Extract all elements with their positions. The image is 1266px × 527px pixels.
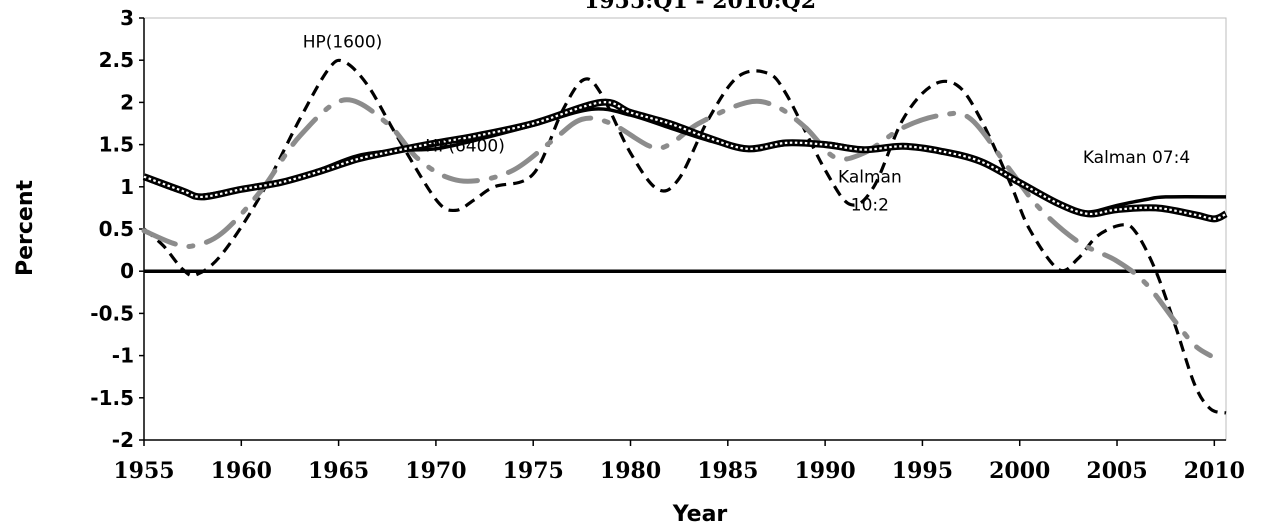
x-tick-label: 2005	[1086, 458, 1147, 484]
annotation-label: Kalman 07:4	[1083, 148, 1190, 168]
x-tick-label: 1975	[503, 458, 564, 484]
x-tick-label: 1995	[892, 458, 953, 484]
y-tick-label: -1.5	[90, 386, 134, 410]
x-tick-label: 1955	[113, 458, 174, 484]
series-line-hp-6400	[141, 97, 1213, 359]
y-tick-label: 3	[120, 6, 134, 30]
y-tick-label: 0.5	[99, 217, 134, 241]
series-line-kalman-07-4	[143, 107, 1227, 214]
plot-area: 3 2.5 2 1.5 1 0.5 0 -0.5 -1 -1.5 -2 1955 1960 1965 197…	[90, 6, 1245, 484]
annotation-label: HP(6400)	[425, 136, 505, 156]
y-tick-label: 2.5	[99, 48, 134, 72]
y-tick-label: 2	[120, 90, 134, 114]
x-tick-label: 1965	[308, 458, 369, 484]
y-tick-label: -2	[112, 428, 134, 452]
x-tick-label: 2010	[1184, 458, 1245, 484]
y-tick-label: 1.5	[99, 133, 134, 157]
y-axis-title: Percent	[13, 180, 38, 277]
y-tick-label: 0	[120, 259, 134, 283]
x-tick-label: 2000	[989, 458, 1050, 484]
x-axis-title: Year	[672, 502, 728, 527]
x-tick-label: 1990	[794, 458, 855, 484]
x-tick-label: 1980	[600, 458, 661, 484]
series-line-hp-1600	[142, 58, 1227, 415]
annotation-label: 10:2	[851, 195, 889, 215]
y-tick-label: -0.5	[90, 301, 134, 325]
x-tick-label: 1960	[211, 458, 272, 484]
y-tick-label: 1	[120, 175, 134, 199]
annotation-label: Kalman	[838, 168, 902, 188]
y-tick-label: -1	[112, 344, 134, 368]
x-tick-label: 1970	[405, 458, 466, 484]
annotation-label: HP(1600)	[303, 33, 383, 53]
chart-title: 1955:Q1 - 2010:Q2	[584, 0, 816, 14]
x-tick-label: 1985	[697, 458, 758, 484]
series-line-kalman-10-2	[142, 98, 1228, 223]
series-line-kalman-10-2-overlay	[143, 101, 1227, 221]
